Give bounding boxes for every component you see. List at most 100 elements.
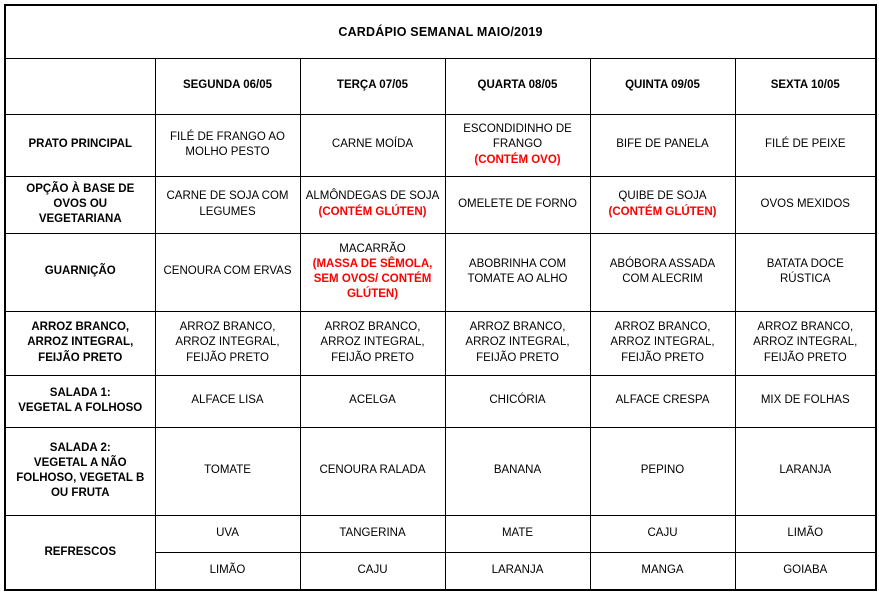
menu-item-line: CARNE DE SOJA COM: [166, 190, 289, 203]
menu-item-text: FILÉ DE FRANGO AO MOLHO PESTO: [160, 130, 296, 160]
menu-cell: ALFACE CRESPA: [589, 374, 736, 428]
menu-item-text: MIX DE FOLHAS: [740, 393, 872, 408]
menu-item-line: FEIJÃO PRETO: [621, 351, 704, 364]
menu-item-line: TOMATE: [204, 464, 251, 477]
menu-row: LIMÃO CAJU LARANJA MANGA GOIABA: [5, 551, 877, 591]
menu-item-text: MATE: [450, 526, 586, 541]
menu-item-text: UVA: [160, 526, 296, 541]
menu-item-line: ABÓBORA ASSADA: [609, 257, 716, 270]
menu-item-line: FEIJÃO PRETO: [331, 351, 414, 364]
row-label-line: ARROZ BRANCO,: [31, 321, 130, 334]
menu-item-text: ALFACE CRESPA: [595, 393, 731, 408]
menu-cell: MACARRÃO (MASSA DE SÊMOLA, SEM OVOS/ CONTÉ…: [299, 232, 446, 312]
allergen-alert-text: (CONTÉM GLÚTEN): [595, 205, 731, 220]
menu-item-line: BANANA: [493, 464, 542, 477]
menu-item-line: PEPINO: [640, 464, 685, 477]
menu-cell: CAJU: [589, 514, 736, 553]
row-label-cell: ARROZ BRANCO, ARROZ INTEGRAL, FEIJÃO PRETO: [4, 310, 156, 376]
day-header-cell: QUINTA 09/05: [589, 57, 736, 115]
title-row: CARDÁPIO SEMANAL MAIO/2019: [4, 4, 877, 59]
menu-item-line: (CONTÉM OVO): [474, 153, 561, 166]
menu-item-text: MACARRÃO: [305, 242, 441, 257]
menu-item-line: MANGA: [641, 564, 684, 577]
menu-cell: ARROZ BRANCO, ARROZ INTEGRAL, FEIJÃO PRETO: [589, 310, 736, 376]
day-header-row: SEGUNDA 06/05 TERÇA 07/05 QUARTA 08/05 QUIN…: [4, 57, 877, 115]
menu-item-line: ALMÔNDEGAS DE SOJA: [305, 190, 440, 203]
menu-item-line: LARANJA: [779, 464, 832, 477]
menu-item-line: CHICÓRIA: [489, 394, 546, 407]
menu-cell: ARROZ BRANCO, ARROZ INTEGRAL, FEIJÃO PRETO: [299, 310, 446, 376]
menu-cell: QUIBE DE SOJA (CONTÉM GLÚTEN): [589, 175, 736, 234]
corner-cell: [4, 57, 156, 115]
menu-item-line: GOIABA: [783, 564, 828, 577]
menu-item-line: FILÉ DE FRANGO AO: [169, 130, 286, 143]
menu-item-line: MIX DE FOLHAS: [760, 394, 850, 407]
menu-cell: BATATA DOCE RÚSTICA: [734, 232, 877, 312]
menu-item-line: CAJU: [357, 564, 388, 577]
menu-row: PRATO PRINCIPAL FILÉ DE FRANGO AO MOLHO PE…: [4, 113, 877, 177]
row-label-line: ARROZ INTEGRAL,: [27, 336, 134, 349]
menu-item-line: ARROZ BRANCO,: [179, 321, 276, 334]
menu-item-line: MOLHO PESTO: [185, 146, 270, 158]
menu-cell: LARANJA: [734, 426, 877, 516]
menu-cell: TANGERINA: [299, 514, 446, 553]
menu-cell: FILÉ DE PEIXE: [734, 113, 877, 177]
menu-item-text: TOMATE: [160, 463, 296, 478]
menu-item-line: CENOURA COM ERVAS: [163, 265, 292, 278]
menu-item-line: MACARRÃO: [339, 242, 406, 255]
menu-item-text: LIMÃO: [160, 563, 296, 578]
menu-item-line: ARROZ BRANCO,: [469, 321, 566, 334]
menu-cell: BIFE DE PANELA: [589, 113, 736, 177]
day-header-cell: SEGUNDA 06/05: [154, 57, 301, 115]
menu-item-text: ARROZ BRANCO, ARROZ INTEGRAL, FEIJÃO PRETO: [740, 320, 872, 366]
menu-row: REFRESCOS UVA TANGERINA MATE CAJU LIMÃO: [4, 514, 877, 591]
menu-item-line: COM ALECRIM: [622, 273, 703, 285]
row-label-line: SALADA 1:: [49, 386, 111, 399]
menu-item-line: FEIJÃO PRETO: [186, 351, 269, 364]
menu-item-text: CARNE DE SOJA COM LEGUMES: [160, 189, 296, 219]
menu-cell: LIMÃO: [734, 514, 877, 553]
menu-row: GUARNIÇÃO CENOURA COM ERVAS MACARRÃO (MASSA…: [4, 232, 877, 312]
menu-cell: TOMATE: [154, 426, 301, 516]
menu-item-line: OMELETE DE FORNO: [458, 197, 577, 210]
row-label-cell: SALADA 1: VEGETAL A FOLHOSO: [4, 374, 156, 428]
menu-cell: CARNE DE SOJA COM LEGUMES: [154, 175, 301, 234]
menu-cell: ARROZ BRANCO, ARROZ INTEGRAL, FEIJÃO PRETO: [734, 310, 877, 376]
menu-cell: ARROZ BRANCO, ARROZ INTEGRAL, FEIJÃO PRETO: [444, 310, 591, 376]
menu-cell: ALMÔNDEGAS DE SOJA (CONTÉM GLÚTEN): [299, 175, 446, 234]
menu-item-text: BATATA DOCE RÚSTICA: [740, 257, 872, 287]
menu-cell: MIX DE FOLHAS: [734, 374, 877, 428]
menu-item-text: OVOS MEXIDOS: [740, 197, 872, 212]
menu-item-line: BIFE DE PANELA: [616, 138, 709, 151]
menu-item-line: ARROZ INTEGRAL,: [465, 336, 570, 349]
menu-item-text: PEPINO: [595, 463, 731, 478]
menu-item-text: GOIABA: [740, 563, 872, 578]
menu-cell: PEPINO: [589, 426, 736, 516]
menu-item-line: TOMATE AO ALHO: [467, 273, 568, 285]
menu-item-line: (CONTÉM GLÚTEN): [318, 205, 427, 218]
menu-cell: MANGA: [589, 551, 736, 591]
menu-cell: CHICÓRIA: [444, 374, 591, 428]
menu-item-line: LIMÃO: [209, 564, 246, 577]
row-label-line: REFRESCOS: [44, 545, 117, 558]
menu-item-line: ARROZ INTEGRAL,: [753, 336, 858, 349]
row-label-line: FOLHOSO, VEGETAL B: [16, 472, 145, 484]
allergen-alert-text: (MASSA DE SÊMOLA, SEM OVOS/ CONTÉM GLÚTEN): [305, 257, 441, 303]
menu-item-text: CENOURA COM ERVAS: [160, 264, 296, 279]
row-label-line: OVOS OU: [53, 197, 108, 210]
menu-item-text: ALFACE LISA: [160, 393, 296, 408]
row-label-cell: OPÇÃO À BASE DE OVOS OU VEGETARIANA: [4, 175, 156, 234]
menu-row: SALADA 1: VEGETAL A FOLHOSO ALFACE LISA ACE…: [4, 374, 877, 428]
menu-item-text: ALMÔNDEGAS DE SOJA: [305, 189, 441, 204]
menu-item-text: CENOURA RALADA: [305, 463, 441, 478]
row-label-line: OPÇÃO À BASE DE: [26, 182, 135, 195]
menu-item-line: BATATA DOCE: [766, 257, 844, 270]
menu-item-text: BANANA: [450, 463, 586, 478]
menu-item-text: MANGA: [595, 563, 731, 578]
menu-item-text: ARROZ BRANCO, ARROZ INTEGRAL, FEIJÃO PRETO: [450, 320, 586, 366]
menu-item-line: ARROZ BRANCO,: [614, 321, 711, 334]
menu-cell: CARNE MOÍDA: [299, 113, 446, 177]
row-label-cell: SALADA 2: VEGETAL A NÃO FOLHOSO, VEGETAL B…: [4, 426, 156, 516]
menu-item-text: CHICÓRIA: [450, 393, 586, 408]
page-title: CARDÁPIO SEMANAL MAIO/2019: [4, 4, 877, 59]
